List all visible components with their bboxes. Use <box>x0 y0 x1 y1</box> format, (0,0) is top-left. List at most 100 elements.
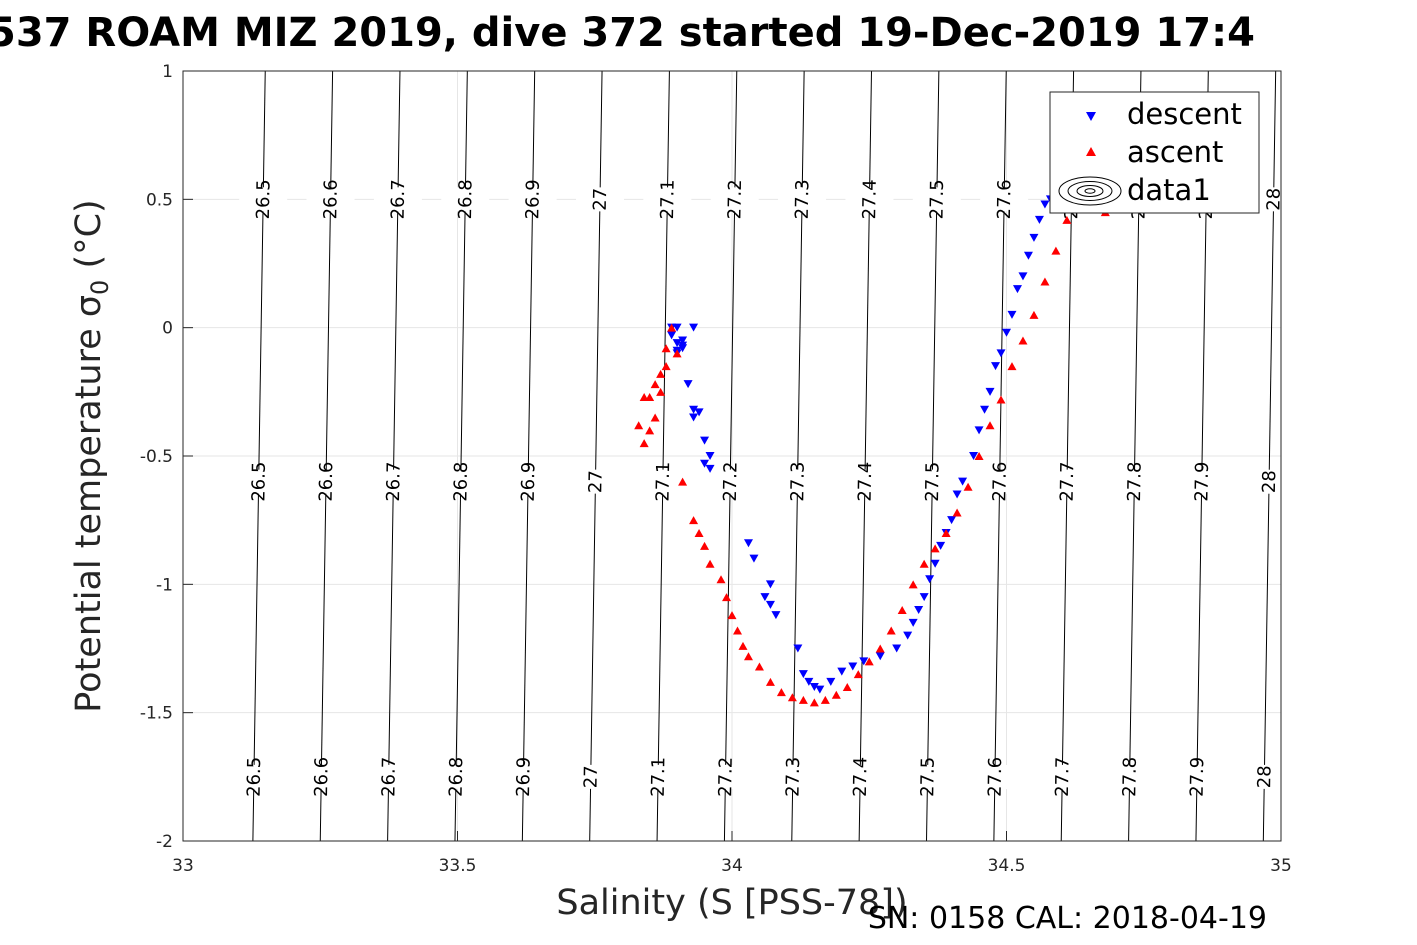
ascent-point <box>798 695 808 704</box>
ascent-point <box>672 349 682 358</box>
descent-point <box>678 341 688 350</box>
ascent-point <box>886 626 896 635</box>
ascent-point <box>820 695 830 704</box>
descent-point <box>974 426 984 435</box>
isopycnal-label: 27.8 <box>1119 757 1141 797</box>
isopycnal-label: 26.5 <box>248 461 270 501</box>
ascent-point <box>963 482 973 491</box>
isopycnal-label: 27.6 <box>989 461 1011 501</box>
isopycnal-line <box>1331 71 1343 841</box>
y-axis-label: Potential temperature σ0 (°C) <box>69 199 114 712</box>
ascent-point <box>776 688 786 697</box>
isopycnal-label-bg <box>903 764 952 790</box>
isopycnal-label-bg <box>373 186 423 212</box>
ascent-point <box>645 392 655 401</box>
descent-point <box>875 652 885 661</box>
y-tick-label: 0.5 <box>146 190 173 210</box>
ascent-point <box>842 683 852 691</box>
descent-point <box>1023 251 1033 260</box>
ascent-point <box>661 362 671 371</box>
descent-point <box>996 349 1006 358</box>
ascent-point <box>738 641 748 650</box>
ascent-point <box>930 544 940 553</box>
isopycnal-label: 27.3 <box>792 179 814 219</box>
isopycnal-label-bg <box>845 186 894 212</box>
isopycnal-label: 27 <box>590 188 611 211</box>
isopycnal-label: 27.1 <box>653 461 675 501</box>
isopycnal-label-bg <box>306 186 355 212</box>
isopycnal-label: 27 <box>581 765 602 788</box>
descent-point <box>749 554 759 563</box>
descent-point <box>1034 215 1044 224</box>
isopycnal-label-bg <box>566 764 615 790</box>
isopycnal-label-bg <box>571 469 620 495</box>
isopycnal-lines: 26.5 26.5 26.5 26.6 26.6 26.6 26.7 26.7 26.7 26.8… <box>229 71 1343 841</box>
isopycnal-label-bg <box>297 764 346 790</box>
isopycnal-label: 26.8 <box>446 757 468 797</box>
descent-point <box>919 593 929 602</box>
ascent-point <box>864 657 874 666</box>
ascent-point <box>678 477 688 486</box>
descent-point <box>936 541 946 550</box>
descent-point <box>848 662 858 671</box>
isopycnal-label-bg <box>1177 469 1226 495</box>
ascent-point <box>661 344 671 353</box>
legend-descent-marker <box>1086 112 1096 121</box>
ascent-point <box>700 541 710 550</box>
ascent-point <box>941 529 951 537</box>
descent-point <box>1007 310 1017 319</box>
ascent-point <box>897 606 907 614</box>
isopycnal-label-bg <box>229 764 279 790</box>
y-tick-label: 1 <box>162 62 173 82</box>
isopycnal-contours: 26.5 26.5 26.5 26.6 26.6 26.6 26.7 26.7 26.7 26.8… <box>229 71 1343 841</box>
isopycnal-label-bg <box>979 186 1029 212</box>
isopycnal-label-bg <box>840 469 890 495</box>
descent-point <box>700 436 710 445</box>
descent-point <box>815 685 825 694</box>
descent-point <box>925 575 935 584</box>
isopycnal-label-bg <box>773 469 822 495</box>
isopycnal-label-bg <box>975 469 1024 495</box>
isopycnal-label-bg <box>1172 764 1222 790</box>
x-tick-label: 35 <box>1270 856 1292 876</box>
y-tick-label: -1 <box>156 575 173 595</box>
descent-point <box>991 362 1001 371</box>
descent-point <box>689 413 699 422</box>
isopycnal-label-bg <box>1240 764 1281 790</box>
isopycnal-label: 27.9 <box>1191 461 1213 501</box>
legend-descent-label: descent <box>1127 97 1242 131</box>
isopycnal-label: 26.9 <box>513 757 535 797</box>
ascent-point <box>974 452 984 460</box>
ascent-point <box>1062 215 1072 224</box>
ascent-point <box>732 626 742 635</box>
x-axis-label: Salinity (S [PSS-78]) <box>556 883 907 923</box>
isopycnal-label: 27.2 <box>724 179 746 219</box>
ascent-point <box>985 421 995 430</box>
isopycnal-label: 27.5 <box>926 179 948 219</box>
descent-point <box>1018 272 1028 281</box>
isopycnal-label-bg <box>643 186 692 212</box>
descent-point <box>980 405 990 414</box>
isopycnal-label-bg <box>575 186 625 212</box>
isopycnal-label: 27.6 <box>985 757 1007 797</box>
legend-ascent-label: ascent <box>1127 135 1223 169</box>
ascent-point <box>694 529 704 537</box>
ascent-point <box>1018 336 1028 345</box>
ascent-point <box>1040 277 1050 286</box>
footer-serial-calibration: SN: 0158 CAL: 2018-04-19 <box>868 901 1267 936</box>
y-tick-label: 0 <box>162 319 173 339</box>
ascent-point <box>722 593 732 602</box>
descent-point <box>694 408 704 417</box>
isopycnal-label: 27.7 <box>1057 461 1079 501</box>
isopycnal-label-bg <box>912 186 961 212</box>
isopycnal-label: 26.7 <box>388 179 410 219</box>
isopycnal-label: 27.3 <box>782 757 804 797</box>
ascent-point <box>650 413 660 422</box>
isopycnal-label-bg <box>768 764 818 790</box>
descent-point <box>672 339 682 348</box>
ascent-point <box>765 677 775 686</box>
ascent-point <box>853 670 863 679</box>
y-tick-label: -0.5 <box>140 447 173 467</box>
isopycnal-label-bg <box>1038 764 1087 790</box>
